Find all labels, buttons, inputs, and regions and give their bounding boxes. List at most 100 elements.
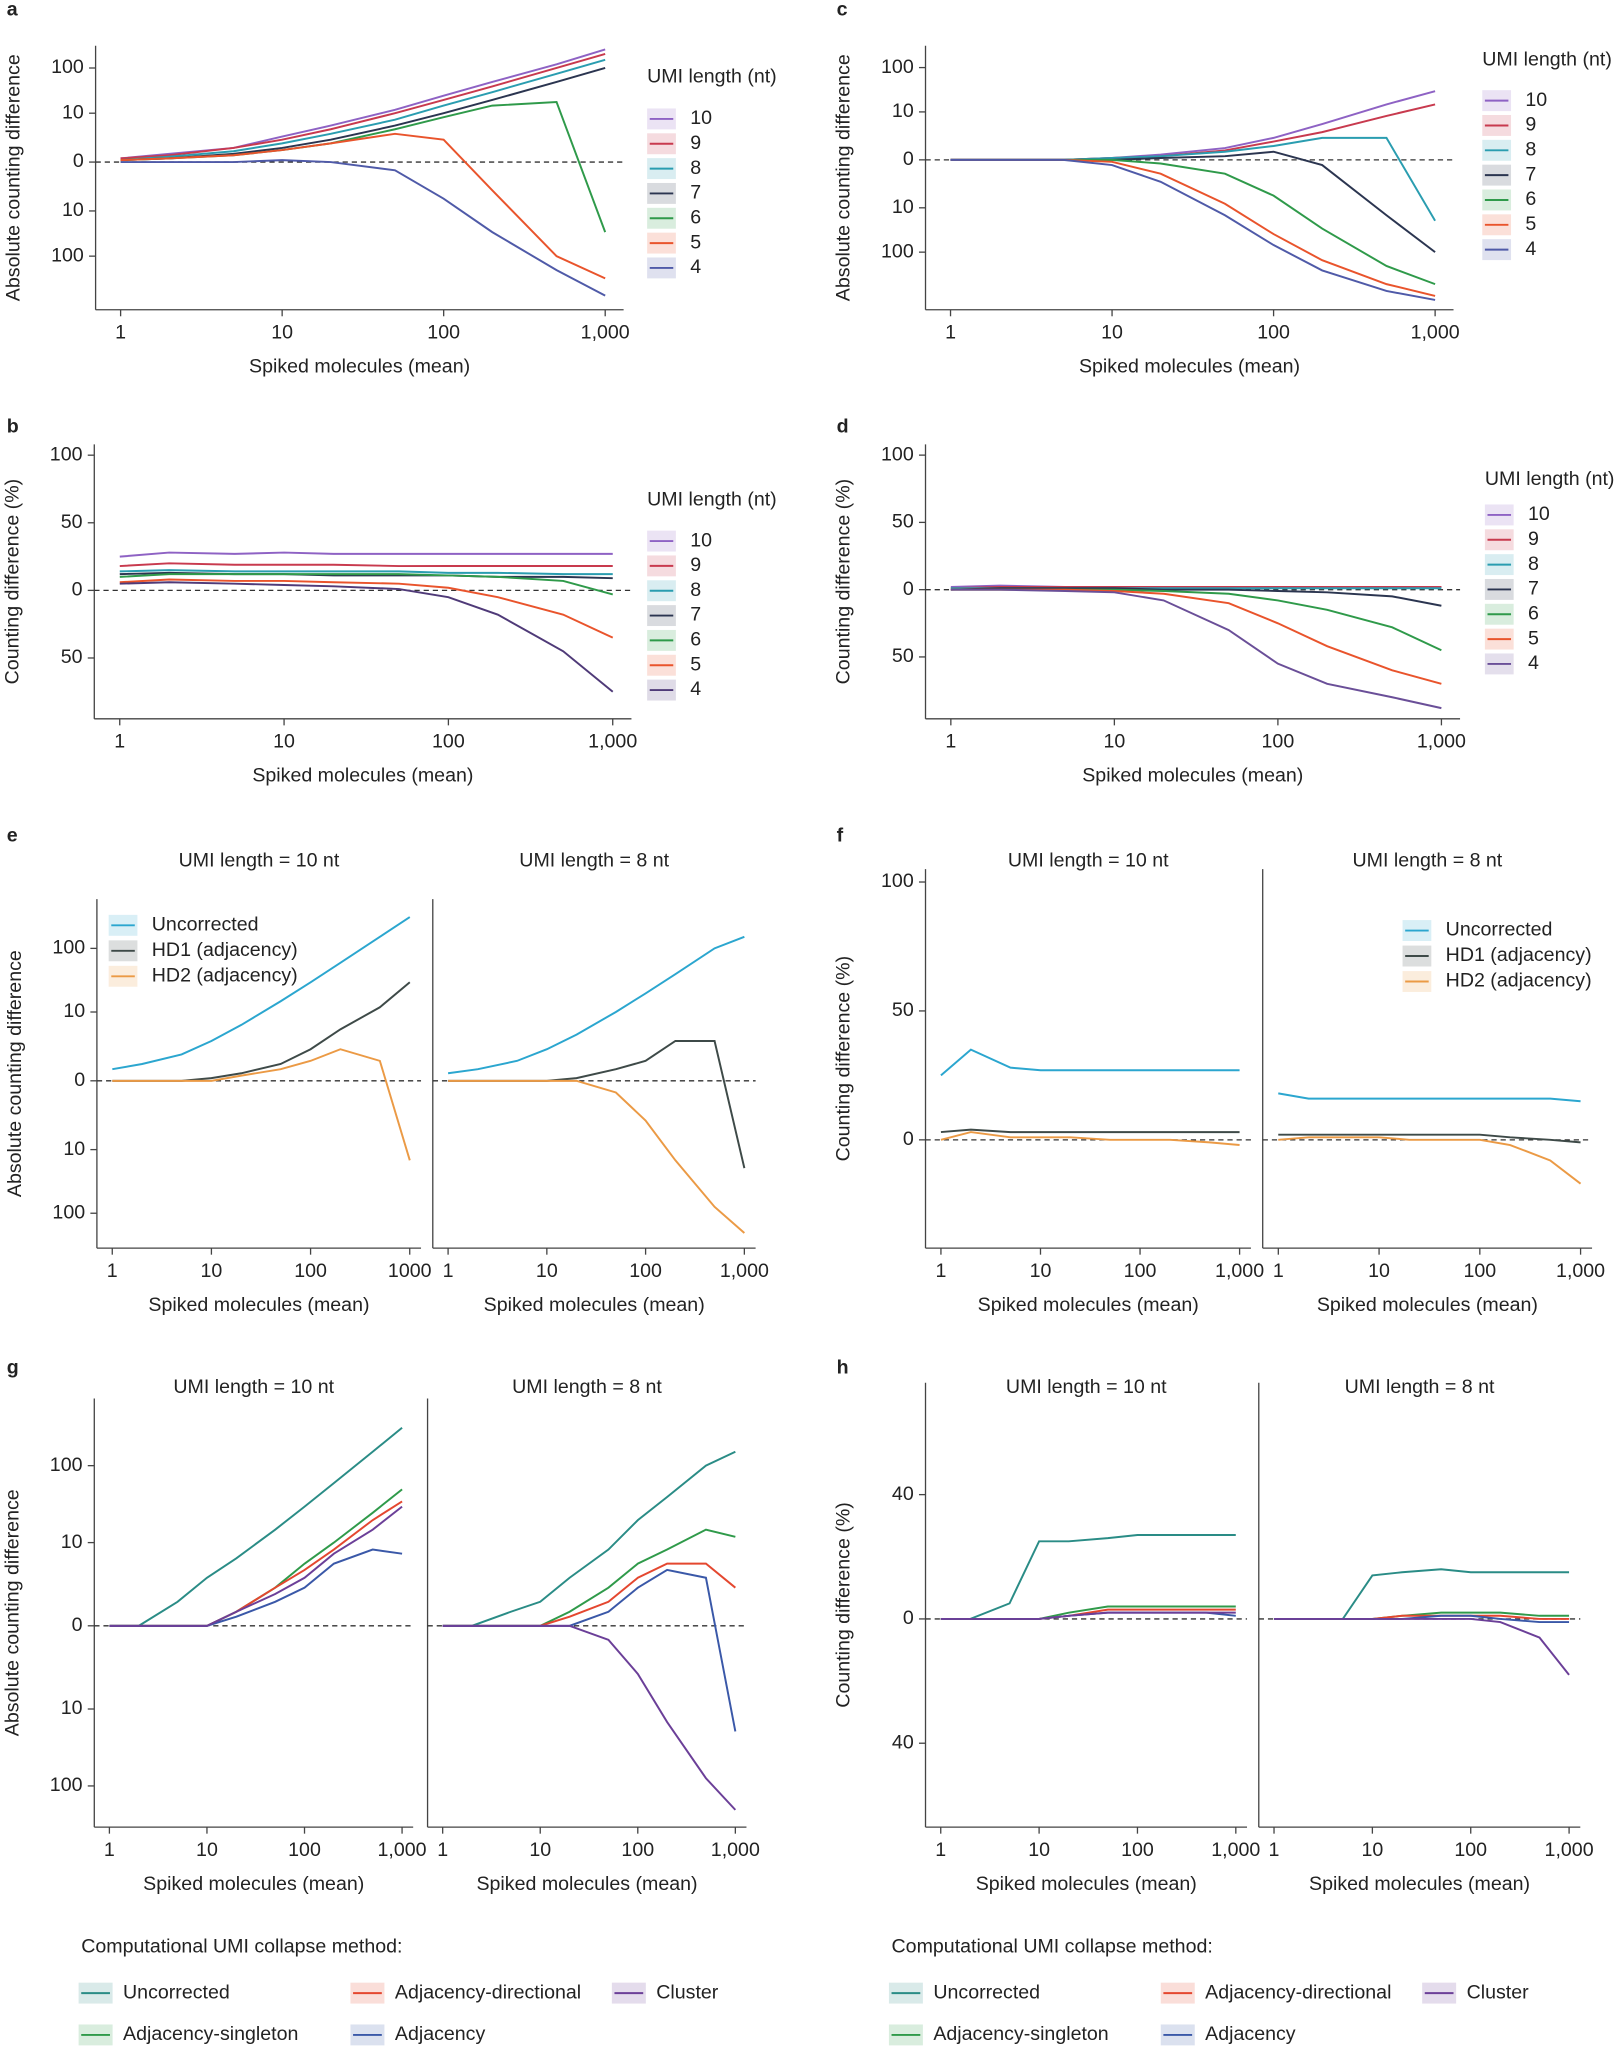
legend-label: 4 (1525, 238, 1536, 260)
legend-label: Adjacency (395, 2023, 486, 2045)
y-tick-label: 100 (881, 56, 914, 78)
legend-label: 9 (1528, 528, 1539, 550)
x-tick-label: 1 (1269, 1839, 1280, 1861)
y-axis-label: Counting difference (%) (833, 1502, 855, 1708)
series-line (442, 1562, 736, 1627)
legend-label: 10 (690, 107, 712, 129)
x-tick-label: 10 (529, 1839, 551, 1861)
series-line (950, 150, 1436, 253)
x-axis-label: Spiked molecules (mean) (976, 1873, 1197, 1895)
series-line (442, 1624, 737, 1811)
y-tick-label: 0 (74, 1069, 85, 1091)
y-tick-label: 0 (903, 1128, 914, 1150)
legend-label: 4 (690, 678, 701, 700)
x-tick-label: 1 (935, 1260, 946, 1282)
legend-label: 6 (1528, 602, 1539, 624)
x-tick-label: 1 (115, 321, 126, 343)
x-tick-label: 100 (1463, 1260, 1496, 1282)
legend-label: Adjacency-directional (1205, 1981, 1391, 2003)
y-tick-label: 100 (50, 1454, 83, 1476)
y-tick-label: 100 (50, 443, 83, 465)
y-tick-label: 50 (61, 646, 83, 668)
legend-title: UMI length (nt) (647, 65, 777, 87)
subplot-title: UMI length = 10 nt (1006, 1376, 1167, 1398)
x-tick-label: 10 (1103, 731, 1125, 753)
y-tick-label: 40 (892, 1731, 914, 1753)
legend-title: UMI length (nt) (1485, 468, 1615, 490)
legend-label: 9 (690, 554, 701, 576)
series-line (940, 1131, 1240, 1147)
series-line (950, 587, 1442, 607)
x-tick-label: 1,000 (1545, 1839, 1594, 1861)
panel-letter: h (837, 1357, 849, 1379)
x-tick-label: 1,000 (588, 731, 637, 753)
y-axis-label: Counting difference (%) (1, 479, 23, 685)
x-axis-label: Spiked molecules (mean) (143, 1873, 364, 1895)
series-line (950, 158, 1436, 301)
legend-label: 8 (690, 157, 701, 179)
x-tick-label: 1,000 (711, 1839, 760, 1861)
panel-letter: e (7, 825, 18, 847)
x-tick-label: 1,000 (1556, 1260, 1605, 1282)
x-axis-label: Spiked molecules (mean) (1082, 765, 1303, 787)
x-tick-label: 100 (427, 321, 460, 343)
legend-label: 4 (690, 256, 701, 278)
legend-label: Adjacency-singleton (933, 2023, 1108, 2045)
y-tick-label: 100 (50, 1774, 83, 1796)
panel-letter: c (837, 0, 848, 21)
series-line (442, 1528, 736, 1627)
series-line (1278, 1136, 1582, 1185)
y-tick-label: 0 (903, 148, 914, 170)
x-axis-label: Spiked molecules (mean) (484, 1294, 705, 1316)
legend-title: Computational UMI collapse method: (81, 1936, 402, 1958)
y-tick-label: 100 (881, 443, 914, 465)
x-tick-label: 1 (945, 731, 956, 753)
legend-label: 5 (690, 653, 701, 675)
panel-letter: a (7, 0, 19, 21)
legend-label: 6 (690, 206, 701, 228)
y-tick-label: 10 (63, 1138, 85, 1160)
x-tick-label: 1,000 (1215, 1260, 1264, 1282)
series-line (950, 136, 1436, 222)
y-tick-label: 10 (63, 1000, 85, 1022)
series-line (109, 1500, 403, 1627)
x-tick-label: 100 (1257, 321, 1290, 343)
x-tick-label: 1 (935, 1839, 946, 1861)
series-line (940, 1611, 1236, 1620)
series-line (120, 53, 606, 160)
series-line (448, 1079, 746, 1234)
x-tick-label: 100 (1121, 1839, 1154, 1861)
legend-label: Uncorrected (152, 913, 259, 935)
x-tick-label: 1,000 (1211, 1839, 1260, 1861)
subplot-title: UMI length = 10 nt (179, 849, 340, 871)
series-line (950, 90, 1436, 161)
legend-label: Adjacency-singleton (123, 2023, 298, 2045)
y-tick-label: 0 (72, 1614, 83, 1636)
y-tick-label: 100 (51, 244, 84, 266)
y-tick-label: 50 (892, 999, 914, 1021)
legend-label: HD2 (adjacency) (152, 964, 298, 986)
legend-label: Uncorrected (1446, 919, 1553, 941)
x-tick-label: 10 (1030, 1260, 1052, 1282)
series-line (950, 588, 1442, 710)
series-line (447, 935, 745, 1075)
series-line (448, 1040, 746, 1169)
x-tick-label: 100 (1454, 1839, 1487, 1861)
legend-label: HD1 (adjacency) (1446, 944, 1592, 966)
series-line (109, 1488, 403, 1627)
x-tick-label: 1 (114, 731, 125, 753)
series-line (112, 981, 411, 1082)
subplot-title: UMI length = 10 nt (1008, 849, 1169, 871)
legend-label: 6 (1525, 188, 1536, 210)
x-axis-label: Spiked molecules (mean) (1079, 355, 1300, 377)
legend-label: 5 (690, 231, 701, 253)
panel-letter: g (7, 1357, 19, 1379)
subplot-title: UMI length = 8 nt (519, 849, 669, 871)
series-line (120, 159, 606, 297)
x-tick-label: 100 (288, 1839, 321, 1861)
y-tick-label: 10 (61, 1697, 83, 1719)
x-tick-label: 1 (437, 1839, 448, 1861)
x-tick-label: 10 (1101, 321, 1123, 343)
legend-label: 7 (1525, 163, 1536, 185)
series-line (119, 578, 614, 639)
